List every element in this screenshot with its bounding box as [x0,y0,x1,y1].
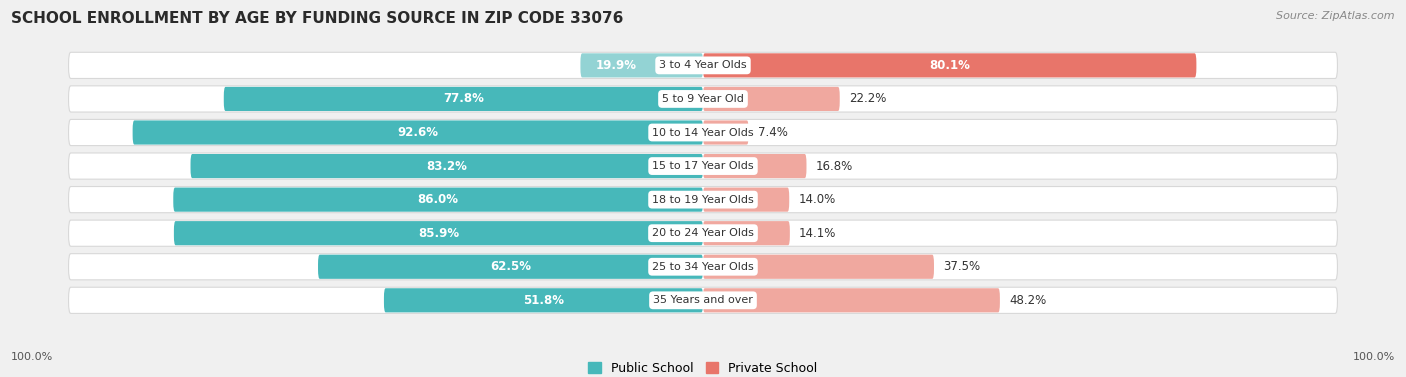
Text: 100.0%: 100.0% [1353,352,1395,362]
Text: 25 to 34 Year Olds: 25 to 34 Year Olds [652,262,754,272]
FancyBboxPatch shape [703,154,807,178]
Text: 18 to 19 Year Olds: 18 to 19 Year Olds [652,195,754,205]
Text: 48.2%: 48.2% [1010,294,1046,307]
Text: 80.1%: 80.1% [929,59,970,72]
FancyBboxPatch shape [69,52,1337,78]
Text: 16.8%: 16.8% [815,159,853,173]
Text: 7.4%: 7.4% [758,126,787,139]
FancyBboxPatch shape [581,53,703,77]
Text: 51.8%: 51.8% [523,294,564,307]
FancyBboxPatch shape [69,254,1337,280]
Text: 92.6%: 92.6% [398,126,439,139]
Text: 20 to 24 Year Olds: 20 to 24 Year Olds [652,228,754,238]
Text: 100.0%: 100.0% [11,352,53,362]
Text: 14.0%: 14.0% [799,193,835,206]
Text: 3 to 4 Year Olds: 3 to 4 Year Olds [659,60,747,70]
FancyBboxPatch shape [69,287,1337,313]
FancyBboxPatch shape [69,220,1337,246]
Text: 83.2%: 83.2% [426,159,467,173]
FancyBboxPatch shape [703,120,748,145]
Text: 14.1%: 14.1% [799,227,837,240]
FancyBboxPatch shape [703,87,839,111]
Text: 10 to 14 Year Olds: 10 to 14 Year Olds [652,127,754,138]
FancyBboxPatch shape [191,154,703,178]
FancyBboxPatch shape [69,153,1337,179]
FancyBboxPatch shape [224,87,703,111]
FancyBboxPatch shape [318,255,703,279]
Text: 35 Years and over: 35 Years and over [652,295,754,305]
FancyBboxPatch shape [703,53,1197,77]
FancyBboxPatch shape [703,255,934,279]
Text: 77.8%: 77.8% [443,92,484,106]
Text: 19.9%: 19.9% [596,59,637,72]
Text: 22.2%: 22.2% [849,92,886,106]
Text: 15 to 17 Year Olds: 15 to 17 Year Olds [652,161,754,171]
FancyBboxPatch shape [132,120,703,145]
FancyBboxPatch shape [703,187,789,212]
Text: 5 to 9 Year Old: 5 to 9 Year Old [662,94,744,104]
FancyBboxPatch shape [703,288,1000,313]
Text: 37.5%: 37.5% [943,260,980,273]
FancyBboxPatch shape [69,187,1337,213]
Text: Source: ZipAtlas.com: Source: ZipAtlas.com [1277,11,1395,21]
FancyBboxPatch shape [174,221,703,245]
FancyBboxPatch shape [69,86,1337,112]
FancyBboxPatch shape [703,221,790,245]
FancyBboxPatch shape [173,187,703,212]
FancyBboxPatch shape [69,120,1337,146]
Text: 85.9%: 85.9% [418,227,458,240]
Text: 62.5%: 62.5% [491,260,531,273]
Text: SCHOOL ENROLLMENT BY AGE BY FUNDING SOURCE IN ZIP CODE 33076: SCHOOL ENROLLMENT BY AGE BY FUNDING SOUR… [11,11,624,26]
FancyBboxPatch shape [384,288,703,313]
Legend: Public School, Private School: Public School, Private School [588,362,818,375]
Text: 86.0%: 86.0% [418,193,458,206]
